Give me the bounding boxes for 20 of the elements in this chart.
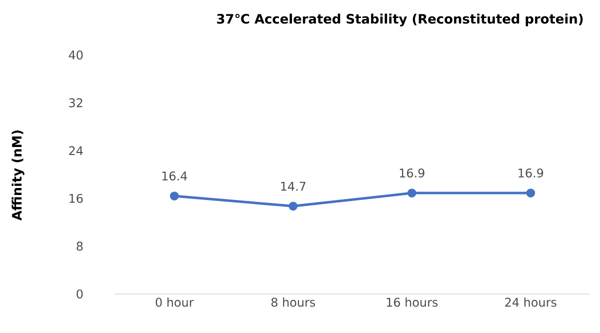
- data-label: 16.4: [162, 171, 188, 180]
- point: [288, 202, 298, 211]
- y-tick-label: 16: [70, 194, 83, 203]
- point: [407, 188, 416, 198]
- x-tick-label: 24 hours: [505, 298, 556, 307]
- data-label: 16.9: [518, 168, 544, 178]
- x-tick-label: 0 hour: [156, 298, 194, 307]
- x-tick-label: 8 hours: [271, 298, 316, 307]
- y-tick-label: 32: [69, 98, 82, 108]
- point: [170, 192, 179, 200]
- point: [526, 188, 536, 198]
- data-label: 14.7: [281, 182, 306, 191]
- y-tick-label: 40: [68, 50, 83, 60]
- y-tick-label: 8: [76, 242, 83, 251]
- chart-title: 37℃ Accelerated Stability (Reconstituted protein): [217, 14, 583, 26]
- x-tick-label: 16 hours: [386, 298, 438, 307]
- data-label: 16.9: [400, 168, 424, 178]
- y-tick-label: 0: [76, 289, 83, 299]
- y-tick-label: 24: [69, 146, 83, 156]
- y-axis-title: Affinity (nM): [12, 130, 24, 221]
